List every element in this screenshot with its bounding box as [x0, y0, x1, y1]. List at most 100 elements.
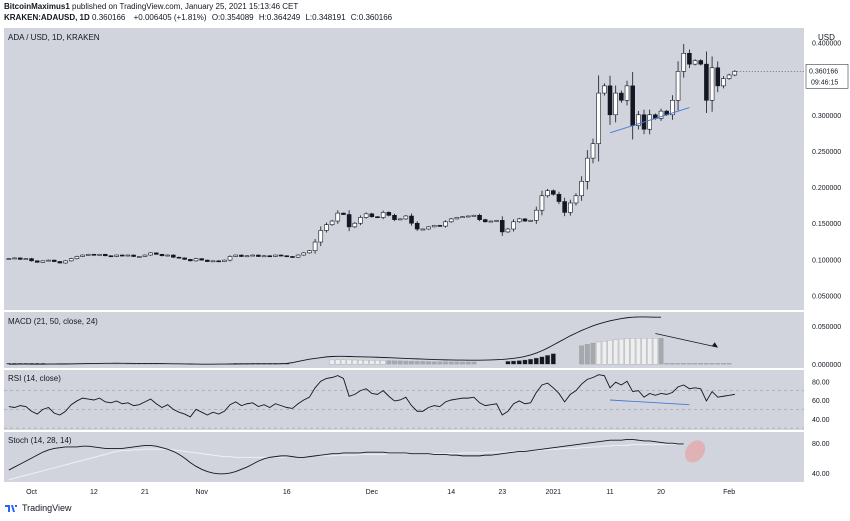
macd-histogram-bar — [443, 361, 448, 365]
stoch-pane-bg — [4, 432, 804, 482]
candle-body — [636, 114, 641, 126]
macd-histogram-bar — [397, 360, 403, 365]
candle-body — [312, 241, 318, 252]
macd-histogram-bar — [533, 357, 539, 365]
macd-histogram-bar — [341, 359, 346, 365]
time-tick-label: Oct — [26, 489, 37, 496]
candle-body — [573, 195, 579, 204]
candle-body — [528, 220, 533, 222]
candle-body — [505, 228, 511, 233]
candle-body — [426, 226, 431, 230]
candle-body — [17, 257, 23, 260]
price-trendline — [609, 107, 690, 134]
time-tick-label: 12 — [90, 489, 98, 496]
time-tick-label: Nov — [195, 489, 208, 496]
candle-body — [704, 63, 709, 101]
macd-histogram-bar — [584, 344, 590, 365]
time-tick-label: 21 — [141, 489, 149, 496]
published-text: published on TradingView.com, January 25… — [72, 2, 299, 11]
candle-body — [352, 222, 358, 228]
stoch-tick-label: 40.00 — [812, 471, 830, 478]
candle-body — [448, 218, 454, 223]
candle-body — [619, 92, 624, 101]
candle-body — [460, 216, 465, 219]
candle-body — [199, 258, 204, 261]
macd-histogram-bar — [596, 341, 602, 365]
candle-body — [205, 259, 210, 262]
macd-tick-label: 0.050000 — [812, 324, 841, 331]
candle-body — [74, 256, 80, 259]
candle-body — [318, 230, 324, 243]
currency-label: USD — [818, 33, 835, 42]
price-tick-label: 0.200000 — [812, 185, 841, 192]
candle-body — [63, 260, 68, 264]
macd-histogram-bar — [431, 361, 437, 365]
candle-body — [709, 67, 715, 101]
candle-body — [687, 53, 692, 65]
candle-body — [171, 254, 176, 258]
candle-body — [46, 259, 51, 262]
candle-body — [403, 215, 409, 220]
candle-body — [29, 258, 34, 262]
candle-body — [284, 255, 290, 258]
price-axis[interactable] — [804, 28, 848, 482]
macd-arrow-head — [711, 342, 718, 348]
macd-histogram-bar — [550, 353, 556, 365]
macd-divergence-arrow — [655, 333, 718, 348]
candle-body — [182, 257, 187, 260]
macd-histogram-bar — [726, 363, 732, 365]
macd-histogram-bar — [511, 360, 517, 365]
macd-histogram-bar — [618, 338, 624, 365]
candle-body — [80, 254, 85, 257]
macd-histogram-bar — [403, 360, 409, 365]
candle-body — [188, 259, 193, 262]
candle-body — [624, 85, 630, 101]
candle-body — [499, 220, 505, 233]
candle-body — [715, 67, 721, 87]
macd-histogram-bar — [380, 360, 386, 365]
low-label: L: — [305, 13, 313, 22]
macd-histogram-bar — [698, 363, 704, 365]
macd-histogram-bar — [545, 355, 551, 365]
macd-histogram-bar — [454, 361, 460, 365]
candle-body — [732, 71, 738, 76]
macd-histogram-bar — [392, 360, 397, 365]
candle-body — [392, 214, 397, 220]
macd-histogram-bar — [630, 338, 636, 365]
macd-histogram-bar — [658, 338, 664, 365]
candle-body — [278, 254, 284, 257]
candle-body — [267, 255, 273, 258]
high-value: 0.364249 — [266, 13, 301, 22]
symbol-line: KRAKEN:ADAUSD, 1D 0.360166 +0.006405 (+1… — [4, 13, 395, 22]
candle-body — [307, 250, 312, 254]
candle-body — [482, 219, 488, 223]
time-tick-label: 20 — [657, 489, 665, 496]
stoch-k-line — [8, 439, 684, 475]
footer-brand[interactable]: TradingView — [4, 503, 72, 513]
candle-body — [477, 214, 482, 220]
macd-histogram-bar — [375, 360, 380, 365]
macd-histogram-bar — [420, 361, 426, 365]
candle-body — [239, 254, 244, 257]
chart-header: BitcoinMaximus1 published on TradingView… — [0, 0, 850, 28]
macd-histogram-bar — [460, 361, 465, 365]
macd-histogram-bar — [613, 339, 619, 365]
macd-histogram-bar — [669, 363, 675, 365]
axes: 0.4000000.3500000.3000000.2500000.200000… — [26, 40, 849, 496]
candle-body — [721, 78, 726, 87]
macd-histogram-bar — [437, 361, 443, 365]
macd-histogram-bar — [704, 363, 709, 365]
author-name[interactable]: BitcoinMaximus1 — [4, 2, 70, 11]
macd-line — [8, 316, 662, 365]
candle-body — [630, 85, 635, 126]
time-tick-label: Feb — [723, 489, 735, 496]
candle-body — [222, 259, 227, 262]
candle-body — [568, 202, 573, 213]
candle-body — [335, 212, 341, 222]
candle-body — [108, 255, 114, 258]
candle-body — [692, 60, 698, 65]
candle-body — [465, 215, 471, 218]
candle-body — [68, 258, 74, 262]
price-tick-label: 0.250000 — [812, 149, 841, 156]
